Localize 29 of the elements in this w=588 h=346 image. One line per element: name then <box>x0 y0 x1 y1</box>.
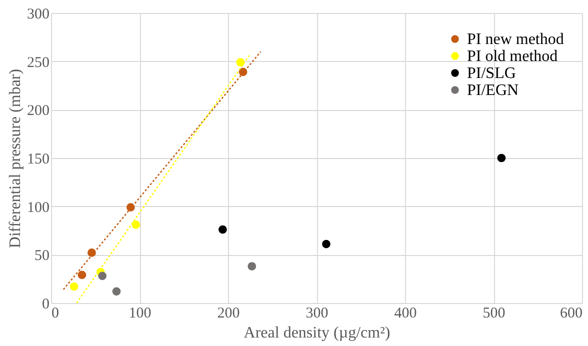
point <box>132 220 140 229</box>
x-axis-title: Areal density (µg/cm²) <box>244 324 390 342</box>
point <box>236 58 245 66</box>
legend-label: PI old method <box>467 48 558 65</box>
legend-label: PI/EGN <box>467 82 519 99</box>
point <box>497 154 506 162</box>
point <box>218 225 227 234</box>
legend-label: PI new method <box>467 31 564 48</box>
x-tick-label: 500 <box>482 306 506 322</box>
x-tick-label: 300 <box>306 306 328 322</box>
point <box>322 240 330 248</box>
x-tick-label: 100 <box>128 306 152 322</box>
x-tick-label: 400 <box>394 306 417 322</box>
x-tick-label: 600 <box>560 306 582 322</box>
y-tick-label: 250 <box>27 54 50 71</box>
y-axis-title: Differential pressure (mbar) <box>7 68 24 248</box>
point <box>248 262 256 270</box>
point <box>112 287 121 296</box>
point <box>98 272 107 280</box>
y-tick-label: 300 <box>27 6 50 22</box>
point <box>88 248 96 257</box>
y-tick-label: 200 <box>27 103 50 120</box>
y-tick-label: 100 <box>27 200 50 216</box>
point <box>78 270 86 280</box>
y-tick-label: 150 <box>27 152 50 168</box>
y-tick-label: 50 <box>34 248 50 264</box>
x-tick-label: 200 <box>217 306 240 322</box>
point <box>70 282 78 291</box>
legend-label: PI/SLG <box>467 65 516 82</box>
